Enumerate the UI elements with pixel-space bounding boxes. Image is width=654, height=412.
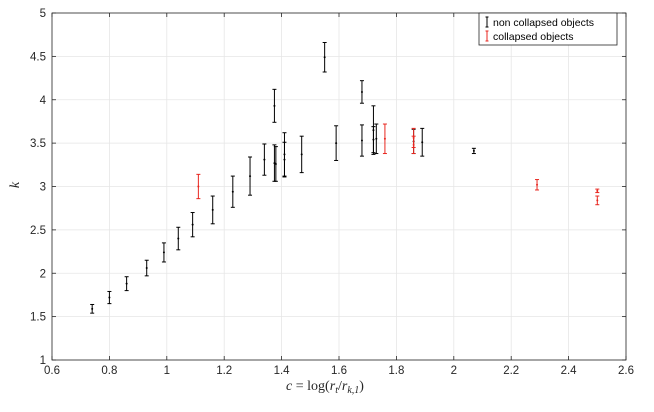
errorbar-point-non-collapsed [282,132,287,177]
data-point [472,149,475,152]
x-tick-label: 1.4 [274,365,291,377]
legend-label-collapsed: collapsed objects [493,31,574,43]
errorbar-point-non-collapsed [359,124,364,157]
legend-item-collapsed: collapsed objects [485,30,574,43]
x-tick-label: 1.8 [388,365,404,377]
grid-layer [51,12,627,361]
y-tick-label: 1.5 [30,312,46,324]
errorbar-point-non-collapsed [124,276,129,292]
legend-item-non-collapsed: non collapsed objects [485,16,594,29]
errorbar-point-non-collapsed [144,259,149,277]
errorbar-point-non-collapsed [299,135,304,174]
x-tick-label: 2.2 [503,365,519,377]
y-tick-label: 2.5 [30,225,46,237]
errorbar-point-non-collapsed [230,175,235,208]
errorbar-point-non-collapsed [273,146,278,182]
y-tick-label: 3 [40,182,46,194]
x-tick-label: 1 [164,365,170,377]
errorbar-point-non-collapsed [359,80,364,104]
data-point [125,282,128,285]
data-point [300,153,303,156]
data-point [274,162,277,165]
errorbar-point-collapsed [411,135,416,155]
data-point [191,223,194,226]
data-point [273,162,276,165]
x-axis-label: c = log(rt/rk,1) [286,379,364,396]
errorbar-point-non-collapsed [471,147,476,155]
legend-box [478,12,618,46]
data-point [211,208,214,211]
data-point [421,141,424,144]
errorbar-point-collapsed [595,188,600,194]
errorbar-point-non-collapsed [176,226,181,251]
data-point [375,137,378,140]
data-point [360,139,363,142]
data-point [372,129,375,132]
errorbar-point-non-collapsed [190,212,195,238]
errorbar-point-collapsed [196,173,201,200]
y-tick-label: 1 [40,355,46,367]
errorbar-point-non-collapsed [334,125,339,161]
errorbar-point-non-collapsed [272,88,277,123]
data-layer [90,41,600,314]
x-tick-label: 1.6 [331,365,347,377]
data-point [283,153,286,156]
errorbar-point-non-collapsed [374,123,379,155]
data-point [536,183,539,186]
y-tick-label: 5 [40,8,46,20]
errorbar-point-non-collapsed [420,127,425,157]
x-tick-label: 2 [451,365,457,377]
data-point [263,158,266,161]
data-point [323,56,326,59]
y-tick-label: 4.5 [30,51,46,63]
data-point [231,190,234,193]
data-point [162,251,165,254]
y-axis-label: k [8,181,23,188]
data-point [145,267,148,270]
x-tick-label: 1.2 [216,365,232,377]
y-tick-label: 3.5 [30,138,46,150]
data-point [91,307,94,310]
x-tick-label: 0.8 [101,365,117,377]
data-point [177,237,180,240]
y-tick-label: 2 [40,268,46,280]
errorbar-point-non-collapsed [322,41,327,73]
data-point [383,137,386,140]
errorbar-point-non-collapsed [107,290,112,305]
x-tick-label: 0.6 [44,365,60,377]
errorbar-point-collapsed [595,195,600,206]
data-point [273,104,276,107]
tick-layer: 0.6 0.8 1 1.2 1.4 1.6 1.8 2 2.2 2.4 2.6 1 1.5 2 2.5 3 3.… [30,8,634,377]
errorbar-point-non-collapsed [161,242,166,263]
errorbar-point-collapsed [382,123,387,155]
errorbar-point-non-collapsed [90,303,95,314]
legend-label-non-collapsed: non collapsed objects [493,17,594,29]
errorbar-point-non-collapsed [210,195,215,225]
data-point [108,296,111,299]
errorbar-point-non-collapsed [371,105,376,155]
y-tick-label: 4 [40,95,47,107]
errorbar-point-non-collapsed [262,143,267,176]
data-point [249,175,252,178]
legend: non collapsed objects collapsed objects [478,12,618,46]
errorbar-point-collapsed [535,179,540,191]
x-tick-label: 2.6 [618,365,634,377]
data-point [596,199,599,202]
data-point [335,142,338,145]
x-tick-label: 2.4 [561,365,578,377]
errorbar-point-non-collapsed [248,156,253,196]
data-point [360,90,363,93]
data-point [412,143,415,146]
data-point [596,189,599,192]
data-point [197,185,200,188]
